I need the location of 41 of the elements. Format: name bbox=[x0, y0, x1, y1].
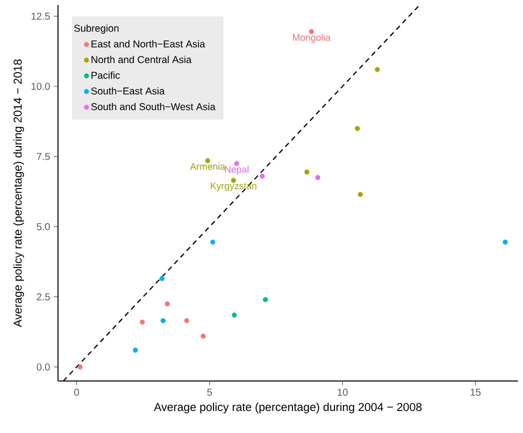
point bbox=[200, 334, 206, 339]
y-tick-label: 12.5 bbox=[32, 12, 50, 20]
point bbox=[502, 240, 508, 245]
annotation: Mongolia bbox=[292, 34, 331, 43]
point bbox=[210, 240, 216, 245]
point bbox=[160, 318, 166, 324]
y-tick-label: 2.5 bbox=[36, 293, 50, 300]
x-axis-title: Average policy rate (percentage) during 2004 − 2008 bbox=[154, 402, 422, 414]
y-tick-label: 7.5 bbox=[36, 153, 50, 160]
x-tick-label: 0 bbox=[74, 388, 79, 396]
point bbox=[374, 67, 380, 72]
y-tick-label: 5.0 bbox=[36, 223, 50, 230]
point bbox=[262, 297, 268, 302]
point bbox=[132, 348, 138, 353]
x-tick-label: 15 bbox=[470, 388, 481, 396]
point bbox=[354, 126, 360, 131]
annotation: Armenia bbox=[190, 162, 226, 170]
point bbox=[231, 178, 236, 183]
legend-label: South−East Asia bbox=[91, 87, 165, 95]
y-axis-title: Average policy rate (percentage) during 2014 − 2018 bbox=[13, 59, 24, 328]
point bbox=[140, 320, 145, 325]
point bbox=[358, 192, 363, 197]
point bbox=[164, 301, 170, 306]
annotation: Nepal bbox=[225, 166, 248, 175]
x-tick-label: 5 bbox=[207, 388, 212, 396]
point bbox=[159, 276, 164, 282]
point bbox=[304, 169, 310, 174]
annotation: Kyrgyzstan bbox=[210, 182, 256, 192]
point bbox=[184, 318, 190, 324]
point bbox=[78, 364, 83, 370]
point bbox=[260, 174, 265, 179]
x-tick-label: 10 bbox=[338, 388, 348, 396]
legend-label: East and North−East Asia bbox=[92, 40, 206, 48]
legend-label: South and South−West Asia bbox=[91, 102, 216, 110]
legend-title: Subregion bbox=[74, 24, 119, 34]
point bbox=[315, 175, 320, 180]
legend-label: Pacific bbox=[92, 72, 120, 79]
legend-label: North and Central Asia bbox=[92, 56, 192, 64]
point bbox=[232, 312, 237, 318]
y-tick-label: 0.0 bbox=[36, 363, 50, 370]
y-tick-label: 10.0 bbox=[32, 82, 50, 90]
